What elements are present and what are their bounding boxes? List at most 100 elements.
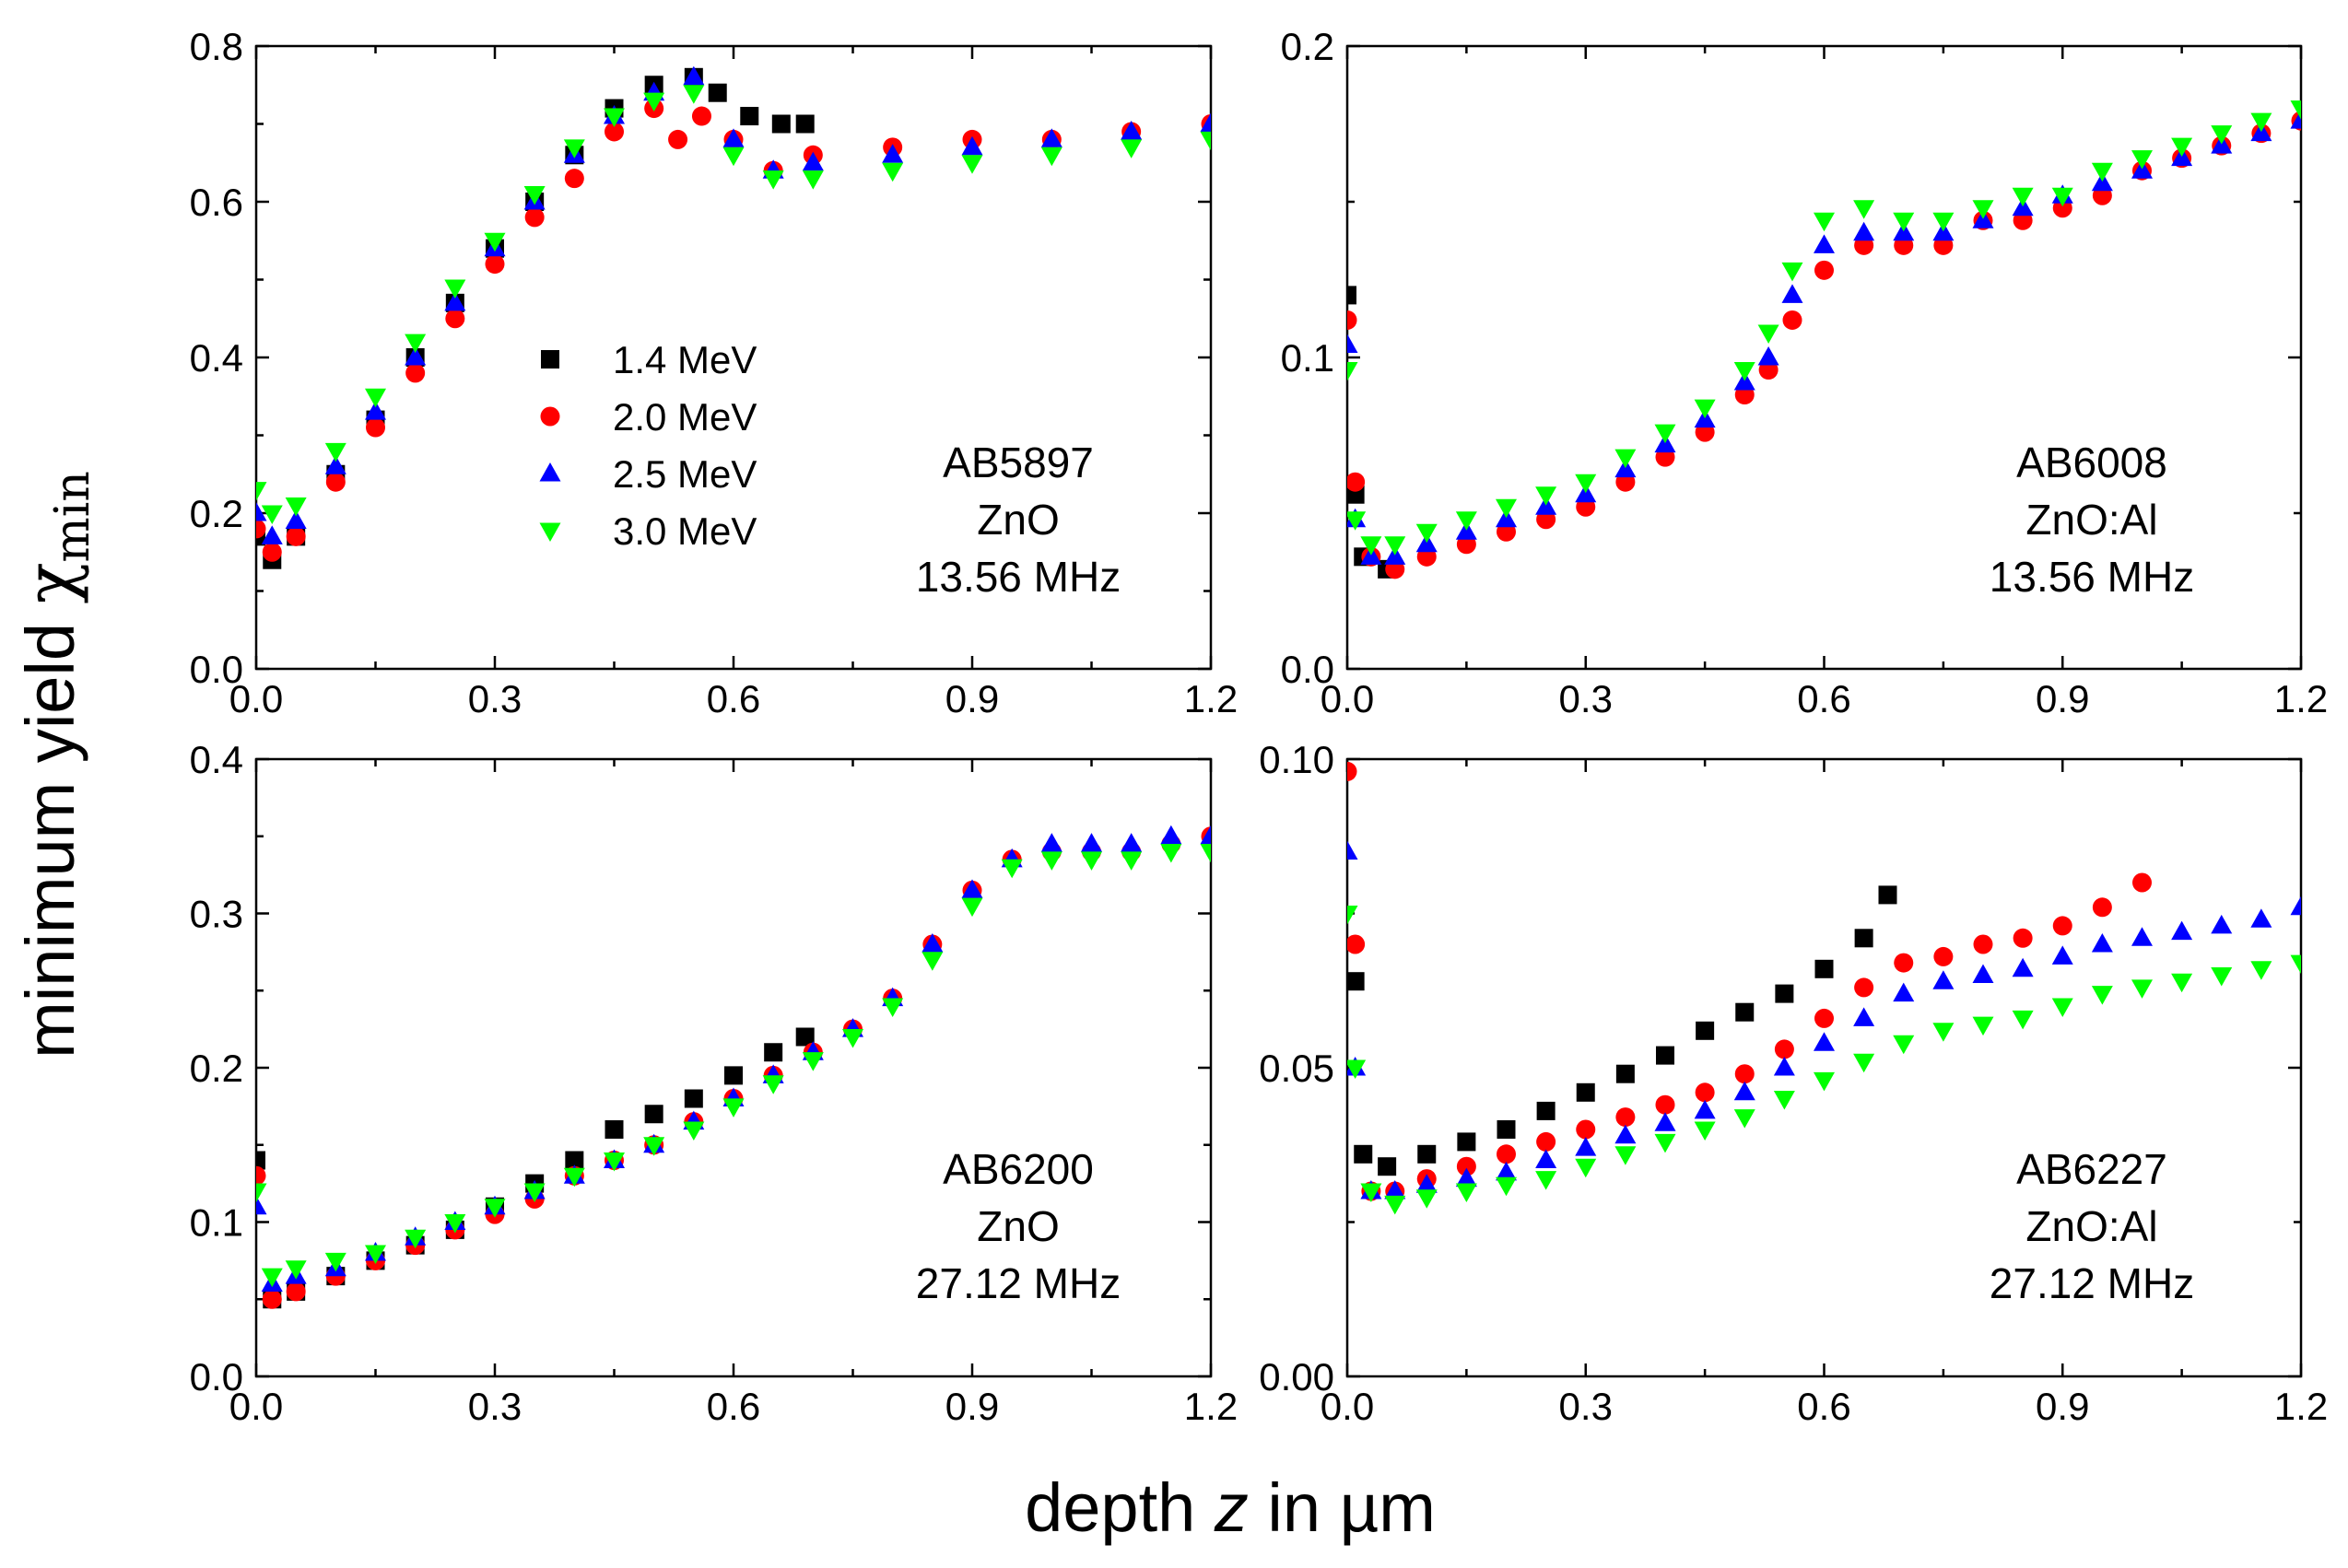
data-point (683, 65, 705, 86)
sample-annotation-line-1: AB6200 (943, 1145, 1094, 1193)
y-tick-label: 0.3 (190, 893, 243, 936)
y-tick-label: 0.0 (1281, 648, 1334, 691)
data-point (1497, 1120, 1516, 1139)
data-point (1455, 1183, 1477, 1202)
data-point (2171, 973, 2193, 993)
data-point (1878, 885, 1897, 905)
data-point (1733, 1081, 1755, 1101)
data-point (1496, 1161, 1517, 1181)
data-point (1040, 128, 1062, 147)
data-point (405, 346, 427, 366)
data-point (1814, 1032, 1835, 1051)
y-tick-label: 0.6 (190, 181, 243, 224)
data-point (324, 442, 346, 462)
data-point (2013, 928, 2033, 948)
data-point (1694, 1099, 1716, 1119)
data-point (1535, 486, 1557, 506)
data-point (1932, 1023, 1955, 1042)
data-point (1575, 1158, 1597, 1178)
data-point (1347, 472, 1366, 492)
y-tick-label: 0.4 (190, 738, 243, 781)
data-point (1696, 1021, 1715, 1040)
data-point (1854, 977, 1874, 998)
data-point (565, 1151, 584, 1170)
data-point (922, 952, 944, 971)
data-point (1347, 972, 1365, 991)
x-tick-label: 1.2 (1184, 1385, 1238, 1428)
data-point (644, 1105, 663, 1124)
y-tick-label: 0.0 (190, 1355, 243, 1398)
data-point (1814, 212, 1835, 232)
data-point (1782, 310, 1802, 330)
sample-annotation-line-3: 27.12 MHz (916, 1259, 1121, 1307)
data-point (795, 114, 815, 134)
data-point (324, 1252, 346, 1272)
data-point (1854, 929, 1873, 948)
data-point (684, 1089, 703, 1108)
data-point (1347, 310, 1357, 330)
data-point (1775, 984, 1794, 1003)
data-point (1347, 934, 1366, 954)
data-point (802, 170, 824, 190)
data-point (286, 1281, 306, 1302)
y-tick-label: 0.0 (190, 648, 243, 691)
data-point (604, 108, 625, 128)
data-point (1121, 851, 1143, 871)
data-point (1415, 523, 1438, 544)
legend-label: 2.5 MeV (613, 452, 757, 496)
x-tick-label: 1.2 (1184, 677, 1238, 720)
data-point (1773, 1091, 1795, 1110)
data-point (485, 254, 505, 275)
data-point (2290, 954, 2301, 975)
x-axis-title: depth z in µm (1025, 1469, 1436, 1546)
data-point (1384, 536, 1406, 556)
x-tick-label: 0.0 (229, 1385, 283, 1428)
data-point (1496, 498, 1517, 519)
data-point (1694, 1121, 1716, 1141)
data-point (1933, 946, 1954, 966)
data-point (1814, 1071, 1835, 1092)
data-point (1417, 1144, 1437, 1164)
data-point (1814, 234, 1835, 253)
data-point (2290, 895, 2301, 916)
data-point (2132, 872, 2152, 893)
data-point (405, 333, 427, 354)
data-points (1347, 761, 2301, 1215)
data-point (285, 1260, 307, 1280)
x-tick-label: 0.9 (2036, 677, 2089, 720)
data-point (1040, 833, 1062, 852)
data-point (961, 135, 983, 156)
data-point (724, 1066, 743, 1085)
x-axis-title-var: z (1214, 1469, 1249, 1546)
data-point (2211, 914, 2233, 934)
sample-annotation-line-1: AB6227 (2016, 1145, 2167, 1193)
data-point (1814, 260, 1834, 280)
data-point (365, 401, 386, 420)
data-point (1347, 362, 1358, 381)
data-point (262, 542, 282, 562)
data-point (1121, 139, 1143, 158)
data-point (2012, 187, 2034, 207)
series-2-5-mev (256, 825, 1211, 1292)
legend: 1.4 MeV 2.0 MeV 2.5 MeV 3.0 MeV (539, 338, 757, 553)
data-point (2171, 137, 2193, 158)
data-point (1853, 200, 1875, 219)
y-tick-label: 0.4 (190, 336, 243, 380)
data-point (1535, 1149, 1557, 1168)
data-point (922, 933, 944, 953)
data-point (1200, 844, 1211, 863)
data-point (683, 85, 705, 104)
chart-panel-3: 0.0 0.3 0.6 0.9 1.2 0.0 0.1 0.2 0.3 0.4 AB6200 ZnO 2… (190, 738, 1239, 1428)
data-point (668, 129, 688, 149)
data-point (1347, 761, 1357, 781)
data-point (1081, 851, 1102, 871)
data-point (795, 1027, 815, 1047)
chart-panel-2: 0.0 0.3 0.6 0.9 1.2 0.0 0.1 0.2 AB6008 ZnO:Al 13.5… (1281, 25, 2329, 720)
x-tick-label: 1.2 (2274, 677, 2328, 720)
data-points (1347, 100, 2301, 579)
data-point (882, 162, 904, 182)
data-point (961, 897, 983, 918)
series-1-4-mev (1347, 885, 1897, 1176)
data-point (604, 1153, 625, 1172)
